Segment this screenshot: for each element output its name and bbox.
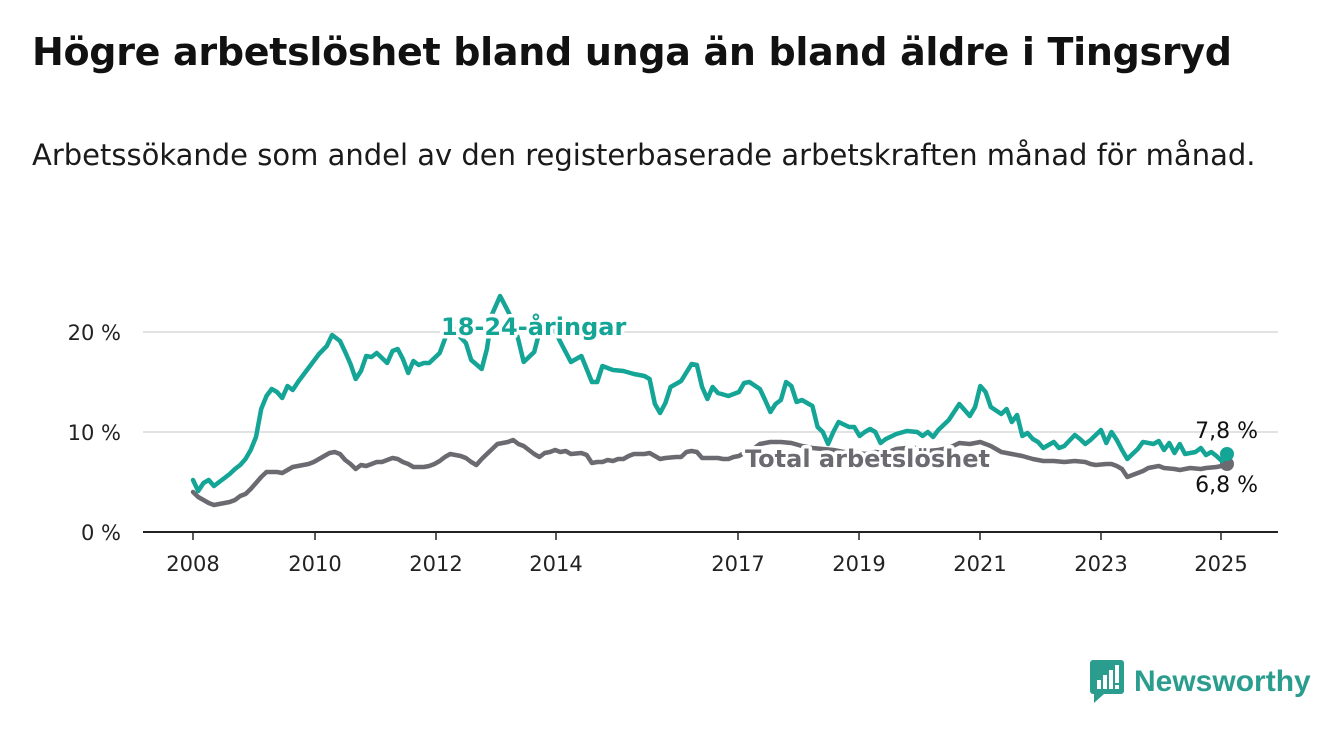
chart-title: Högre arbetslöshet bland unga än bland ä… <box>32 30 1232 74</box>
series-label-total: Total arbetslöshet <box>745 445 990 473</box>
end-value-label-total: 6,8 % <box>1195 473 1258 498</box>
newsworthy-logo: Newsworthy <box>1090 660 1311 704</box>
x-tick-label: 2008 <box>166 552 219 576</box>
chart-subtitle: Arbetssökande som andel av den registerb… <box>32 138 1256 172</box>
y-tick-label: 20 % <box>68 321 121 345</box>
end-value-label-youth: 7,8 % <box>1195 419 1258 444</box>
series-labels: 18-24-åringar Total arbetslöshet 7,8 % 6,8 … <box>438 309 1259 499</box>
x-tick-label: 2021 <box>953 552 1006 576</box>
x-tick-label: 2017 <box>711 552 764 576</box>
series-lines <box>190 293 1234 508</box>
grid-lines: 0 % 10 % 20 % <box>68 321 1278 545</box>
series-line-youth <box>190 293 1230 494</box>
x-tick-label: 2019 <box>832 552 885 576</box>
y-tick-label: 0 % <box>81 521 121 545</box>
series-line-total <box>190 437 1230 508</box>
series-label-youth: 18-24-åringar <box>441 312 626 341</box>
x-tick-label: 2010 <box>288 552 341 576</box>
x-tick-label: 2025 <box>1194 552 1247 576</box>
y-tick-label: 10 % <box>68 421 121 445</box>
x-axis: 2008 2010 2012 2014 2017 2019 2021 2023 2025 <box>143 531 1278 576</box>
series-end-marker <box>1220 447 1234 461</box>
x-tick-label: 2023 <box>1074 552 1127 576</box>
x-tick-label: 2012 <box>409 552 462 576</box>
brand-name: Newsworthy <box>1134 665 1311 698</box>
x-tick-label: 2014 <box>529 552 582 576</box>
bar-chart-speech-bubble-icon <box>1090 660 1124 703</box>
